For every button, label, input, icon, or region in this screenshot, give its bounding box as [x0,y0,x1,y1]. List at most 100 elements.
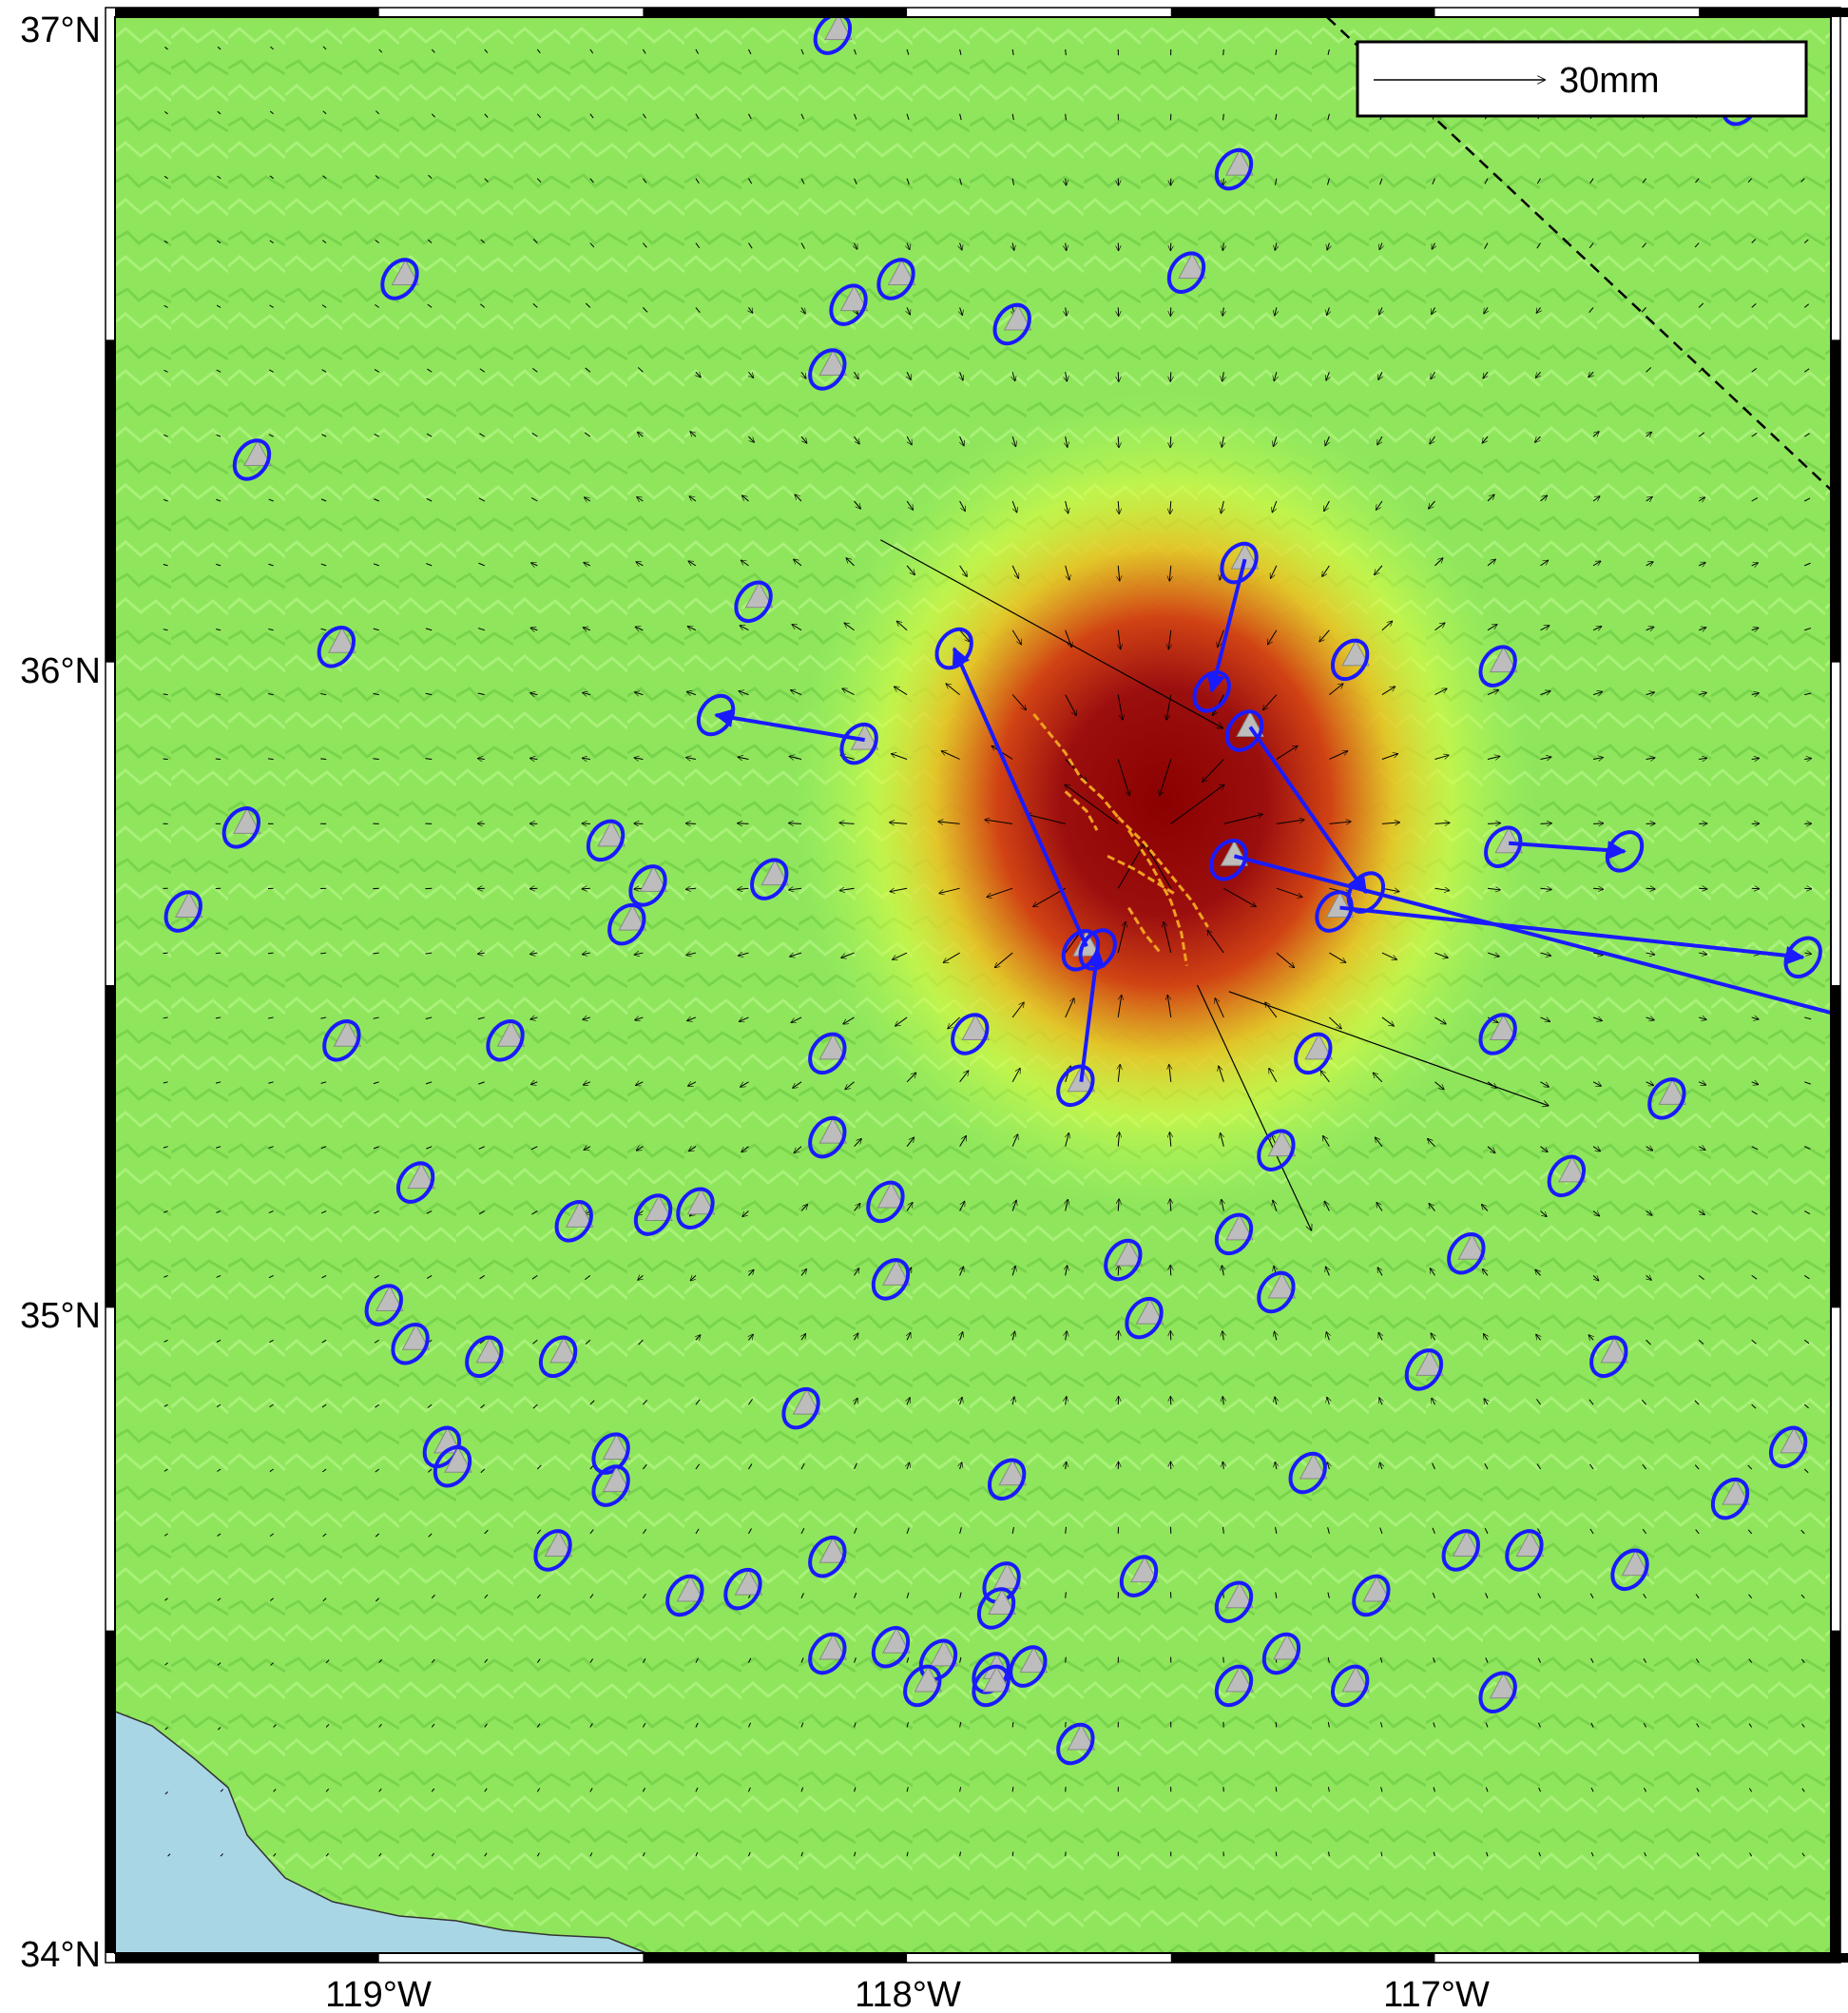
model-arrow [642,1788,645,1792]
model-arrow [1540,757,1551,759]
fault-trace [1032,713,1120,819]
model-arrow [1223,887,1256,906]
model-arrow [163,498,168,502]
model-arrow [269,110,274,115]
model-arrow [1065,1656,1067,1663]
frame-tick-left [106,339,115,663]
model-arrow [321,1274,327,1279]
error-ellipse [486,1019,525,1062]
model-arrow [1327,1527,1330,1534]
station-triangle [1489,646,1518,673]
model-arrow [1801,1852,1805,1857]
model-arrow [484,178,489,183]
model-arrow [959,500,966,512]
model-arrow [215,629,221,631]
model-arrow [1592,691,1603,694]
model-arrow [1482,1205,1489,1211]
error-ellipse [1214,1664,1254,1708]
station-triangle [824,17,853,41]
model-arrow [1646,1017,1654,1020]
error-ellipse [1261,1632,1301,1675]
station-triangle [1489,1014,1518,1041]
model-arrow [642,1657,646,1663]
model-arrow [1487,559,1495,567]
model-arrow [1325,436,1329,446]
error-ellipse [1104,1238,1143,1282]
model-arrow [1066,372,1068,381]
lon-labels: 119°W 118°W 117°W [325,1975,1490,2013]
model-arrow [589,1723,593,1728]
model-arrow [1698,562,1705,565]
model-arrow [536,1788,541,1792]
model-arrow [584,432,591,437]
error-ellipse [734,580,773,624]
model-arrow [906,1851,909,1857]
model-arrow [741,560,749,567]
model-arrow [1433,1657,1435,1663]
model-arrow [1431,372,1435,378]
model-arrow [1117,995,1122,1018]
model-arrow [1169,565,1171,581]
station-triangle [1267,1130,1297,1157]
model-arrow [1222,242,1223,251]
error-ellipse [1288,1451,1327,1495]
model-arrow [1694,242,1700,248]
model-arrow [907,1462,910,1470]
error-ellipse [433,1444,472,1488]
model-arrow [1646,1082,1654,1086]
model-arrow [1433,1722,1435,1728]
observed-vector [1339,905,1805,965]
model-arrow [1379,178,1383,185]
model-arrow [320,693,327,696]
model-arrow [1804,628,1812,631]
model-arrow [941,751,960,760]
model-arrow [1011,500,1017,513]
error-ellipse [808,1632,847,1675]
model-arrow [589,1594,594,1599]
model-arrow [800,1722,804,1728]
model-arrow [1379,1527,1383,1535]
model-arrow [742,1210,749,1217]
model-arrow [1485,1787,1489,1792]
model-arrow [1027,814,1066,824]
model-arrow [374,1210,379,1214]
model-arrow [484,1658,489,1663]
model-arrow [695,1528,700,1535]
model-arrow [1327,1722,1330,1728]
model-arrow [1222,1397,1223,1405]
model-arrow [217,1727,221,1731]
model-arrow [530,693,538,695]
model-arrow [1066,307,1067,316]
model-arrow [589,1400,595,1405]
model-arrow [164,1403,168,1407]
model-arrow [695,307,701,314]
model-arrow [642,1593,646,1599]
model-arrow [589,113,594,119]
model-arrow [1222,1526,1224,1534]
model-arrow [273,1789,277,1792]
model-arrow [375,1468,380,1473]
model-arrow [1273,436,1276,446]
frame-tick-top [643,8,908,17]
model-arrow [800,1462,805,1470]
model-arrow [643,307,648,313]
fault-trace [1127,829,1188,966]
model-arrow [1590,1722,1594,1728]
model-arrow [268,1274,274,1279]
error-ellipse [591,1464,630,1507]
station-triangle [887,259,916,285]
model-arrow [1011,1002,1024,1018]
model-arrow [696,1335,701,1340]
model-arrow [484,113,489,118]
frame-tick-right [1831,985,1840,1308]
model-arrow [1222,1266,1223,1276]
model-arrow [322,1533,327,1538]
model-arrow [1483,1269,1489,1276]
station-triangle [982,1665,1011,1693]
model-arrow [1536,307,1540,313]
model-arrow [1218,629,1224,648]
model-arrow [748,1787,751,1792]
model-arrow [321,369,327,373]
model-arrow [431,1658,435,1663]
model-arrow [907,1398,910,1405]
